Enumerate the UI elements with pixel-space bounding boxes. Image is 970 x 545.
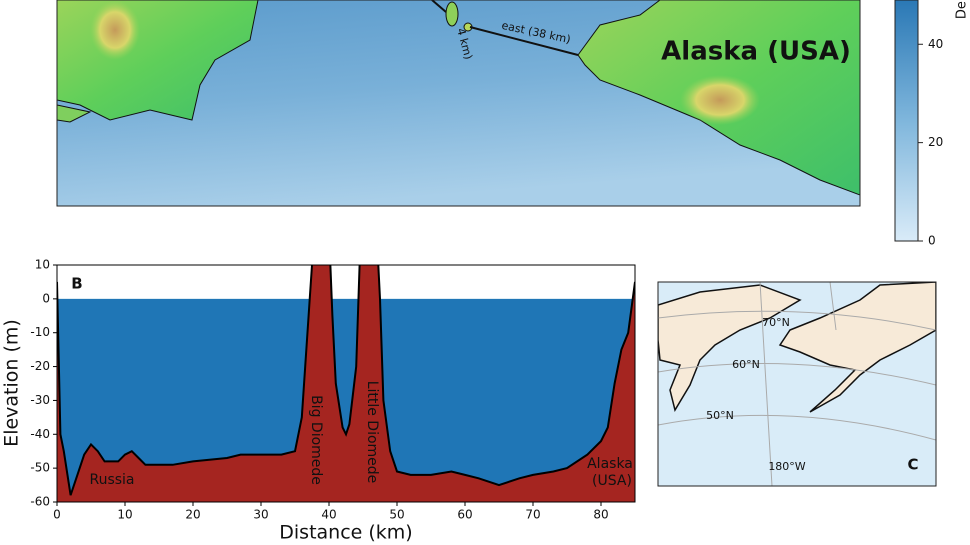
y-tick-label: -30	[30, 393, 50, 407]
x-tick-label: 60	[457, 508, 472, 522]
land-spit	[57, 104, 92, 123]
annotation: Little Diomede	[364, 381, 380, 484]
y-tick-label: -10	[30, 325, 50, 339]
annotation: Big Diomede	[308, 395, 324, 485]
annotation: Russia	[89, 472, 134, 488]
lat-label: 50°N	[706, 409, 734, 422]
colorbar-label: Dep	[955, 0, 970, 19]
x-tick-label: 70	[525, 508, 540, 522]
y-tick-label: -50	[30, 461, 50, 475]
region-label: Alaska (USA)	[661, 37, 851, 67]
route-line	[431, 0, 579, 56]
y-tick-label: 0	[42, 291, 50, 305]
y-tick-label: -40	[30, 427, 50, 441]
lat-label: 60°N	[732, 358, 760, 371]
mountains	[680, 75, 760, 125]
plot-area	[57, 265, 635, 502]
y-tick-label: -20	[30, 359, 50, 373]
plot-frame	[56, 264, 636, 503]
x-tick-label: 10	[117, 508, 132, 522]
x-tick-label: 0	[53, 508, 61, 522]
annotation: (USA)	[592, 473, 632, 489]
y-tick-label: 10	[35, 258, 50, 272]
map-frame	[56, 0, 861, 207]
inset-russia	[658, 284, 802, 412]
inset-map	[658, 282, 936, 486]
island-big-diomede	[445, 1, 459, 27]
terrain-area	[57, 265, 635, 502]
inset-alaska	[778, 282, 936, 413]
x-axis-label: Distance (km)	[279, 522, 412, 544]
lat-label: 70°N	[762, 316, 790, 329]
colorbar	[894, 0, 919, 242]
x-tick-label: 50	[389, 508, 404, 522]
inset-frame	[657, 281, 937, 487]
terrain-outline	[57, 265, 635, 496]
colorbar-tick-label: 40	[928, 37, 943, 51]
lon-label: 180°W	[768, 460, 805, 473]
colorbar-tick-label: 20	[928, 135, 943, 149]
x-tick-label: 80	[593, 508, 608, 522]
annotation: Alaska	[587, 456, 633, 472]
map: east (38 km) 4 km) Alaska (USA)	[57, 0, 860, 206]
x-tick-label: 40	[321, 508, 336, 522]
y-axis-label: Elevation (m)	[1, 319, 23, 447]
x-tick-label: 30	[253, 508, 268, 522]
panel-label: C	[907, 456, 918, 474]
x-tick-label: 20	[185, 508, 200, 522]
mountains	[90, 0, 140, 60]
y-tick-label: -60	[30, 495, 50, 509]
graticule	[658, 282, 936, 486]
panel-label: B	[71, 275, 82, 293]
colorbar-tick-label: 0	[928, 234, 936, 248]
